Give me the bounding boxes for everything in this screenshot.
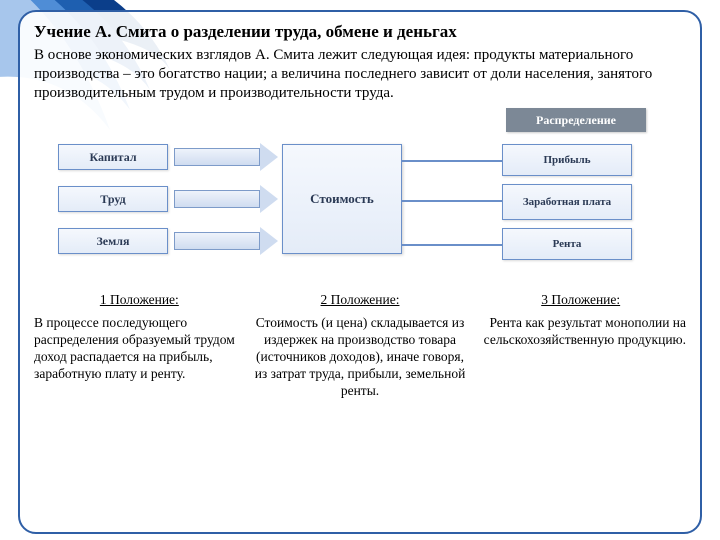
connector-line: [402, 200, 502, 202]
position-1-title: 1 Положение:: [34, 292, 245, 309]
input-box-kapital: Капитал: [58, 144, 168, 170]
intro-paragraph: В основе экономических взглядов А. Смита…: [34, 46, 686, 102]
arrow-body: [174, 148, 260, 166]
position-1-body: В процессе последующего распределения об…: [34, 315, 245, 383]
position-2-body: Стоимость (и цена) складывается из издер…: [255, 315, 466, 399]
position-1: 1 Положение: В процессе последующего рас…: [34, 292, 245, 399]
output-label: Рента: [553, 238, 582, 250]
arrow-body: [174, 232, 260, 250]
diagram-header-label: Распределение: [536, 113, 616, 128]
position-3-title: 3 Положение:: [475, 292, 686, 309]
arrow-head-icon: [260, 227, 278, 255]
input-box-trud: Труд: [58, 186, 168, 212]
center-label: Стоимость: [310, 191, 374, 207]
input-box-zemlya: Земля: [58, 228, 168, 254]
output-box-zarplata: Заработная плата: [502, 184, 632, 220]
connector-line: [402, 244, 502, 246]
output-box-pribyl: Прибыль: [502, 144, 632, 176]
position-2-title: 2 Положение:: [255, 292, 466, 309]
center-box: Стоимость: [282, 144, 402, 254]
position-3-body: Рента как результат монополии на сельско…: [475, 315, 686, 349]
page-title: Учение А. Смита о разделении труда, обме…: [34, 22, 686, 42]
arrow-head-icon: [260, 185, 278, 213]
position-2: 2 Положение: Стоимость (и цена) складыва…: [255, 292, 466, 399]
output-label: Прибыль: [543, 154, 590, 166]
arrow-body: [174, 190, 260, 208]
content-frame: Учение А. Смита о разделении труда, обме…: [18, 10, 702, 534]
position-3: 3 Положение: Рента как результат монопол…: [475, 292, 686, 399]
input-label: Капитал: [89, 150, 136, 165]
positions-row: 1 Положение: В процессе последующего рас…: [34, 292, 686, 399]
diagram-header: Распределение: [506, 108, 646, 132]
diagram: Распределение Капитал Труд Земля Стоимос…: [34, 108, 686, 288]
input-label: Земля: [96, 234, 129, 249]
arrow-head-icon: [260, 143, 278, 171]
output-label: Заработная плата: [523, 196, 611, 208]
connector-line: [402, 160, 502, 162]
input-label: Труд: [100, 192, 125, 207]
output-box-renta: Рента: [502, 228, 632, 260]
